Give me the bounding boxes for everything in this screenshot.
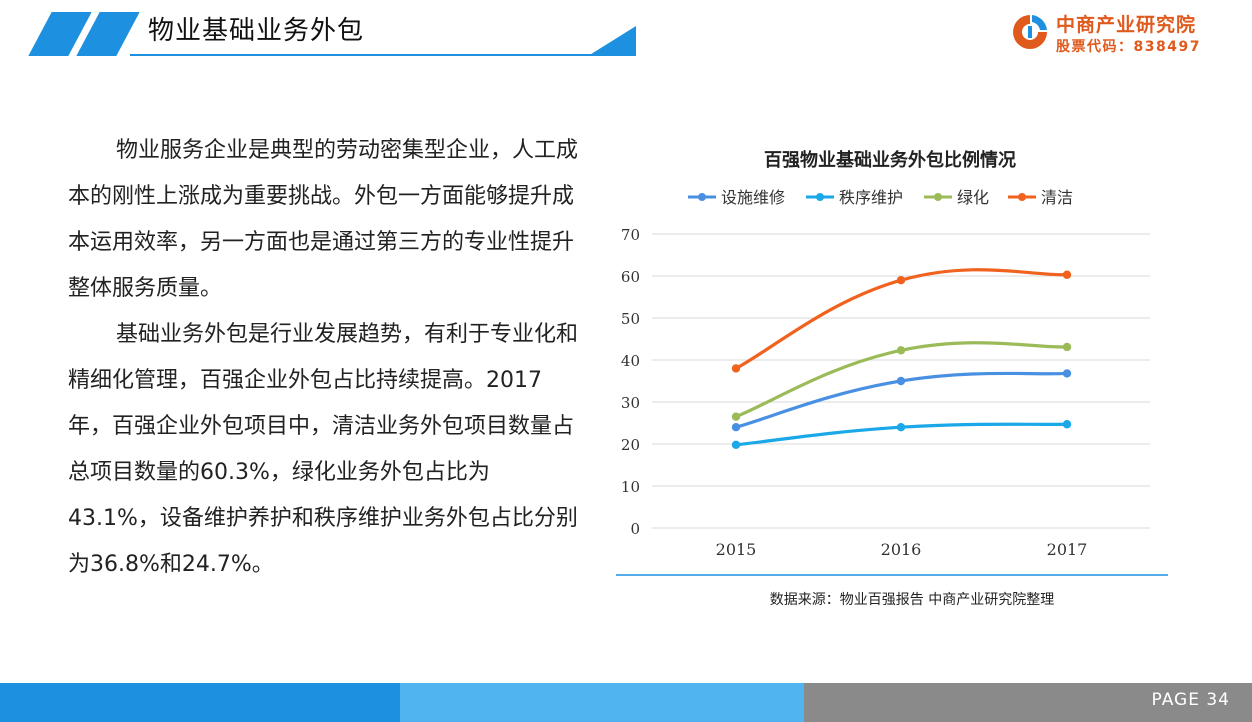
data-point-2-1 [896,346,906,355]
chart-title: 百强物业基础业务外包比例情况 [764,149,1016,171]
footer-bar-3 [804,683,1252,722]
header-triangle [588,26,636,56]
data-point-0-1 [896,376,906,386]
legend-label-0: 设施维修 [721,188,785,207]
body-paragraph-1: 物业服务企业是典型的劳动密集型企业，人工成本的刚性上涨成为重要挑战。外包一方面能… [68,128,580,312]
data-point-2-0 [731,412,741,421]
x-tick-label-0: 2015 [716,540,757,559]
logo-name: 中商产业研究院 [1056,14,1197,36]
legend-marker-3 [1018,193,1026,201]
header-underline [130,54,610,56]
legend-marker-2 [934,193,942,201]
data-point-1-0 [731,440,741,450]
y-tick-label-3: 30 [621,394,640,412]
y-tick-label-7: 70 [621,226,640,244]
data-point-1-2 [1062,420,1072,429]
logo-stock-code: 股票代码：838497 [1056,39,1201,55]
paragraph-2-text: 基础业务外包是行业发展趋势，有利于专业化和精细化管理，百强企业外包占比持续提高。… [68,322,579,577]
data-point-2-2 [1062,342,1072,352]
y-tick-label-2: 20 [621,436,640,454]
x-tick-label-1: 2016 [881,540,922,559]
x-tick-label-2: 2017 [1047,540,1088,559]
y-tick-label-6: 60 [621,268,640,286]
legend-label-1: 秩序维护 [839,188,903,207]
data-point-0-0 [731,423,741,432]
legend-label-3: 清洁 [1041,188,1073,207]
company-logo: 中商产业研究院 股票代码：838497 [1010,10,1240,56]
legend-label-2: 绿化 [957,188,989,207]
page-number: PAGE 34 [1151,690,1230,710]
logo-mark-icon [1013,15,1047,49]
y-tick-label-5: 50 [621,310,640,328]
page-title: 物业基础业务外包 [148,16,365,46]
y-tick-label-4: 40 [621,352,640,370]
line-chart: 百强物业基础业务外包比例情况设施维修 秩序维护 绿化 清洁 0 10 20 30 40 50 60 7… [610,130,1190,620]
legend-marker-0 [698,193,706,201]
data-point-1-1 [896,423,906,432]
body-paragraph-2: 基础业务外包是行业发展趋势，有利于专业化和精细化管理，百强企业外包占比持续提高。… [68,312,580,588]
y-tick-label-1: 10 [621,478,640,496]
data-point-3-0 [731,364,741,373]
y-tick-label-0: 0 [630,520,640,538]
data-point-0-2 [1062,369,1072,378]
chart-source: 数据来源：物业百强报告 中商产业研究院整理 [770,592,1054,608]
paragraph-1-text: 物业服务企业是典型的劳动密集型企业，人工成本的刚性上涨成为重要挑战。外包一方面能… [68,138,579,301]
data-point-3-2 [1062,270,1072,279]
footer-bar-2 [400,683,804,722]
footer-bar-1 [0,683,400,722]
data-point-3-1 [896,276,906,285]
legend-marker-1 [816,193,824,201]
